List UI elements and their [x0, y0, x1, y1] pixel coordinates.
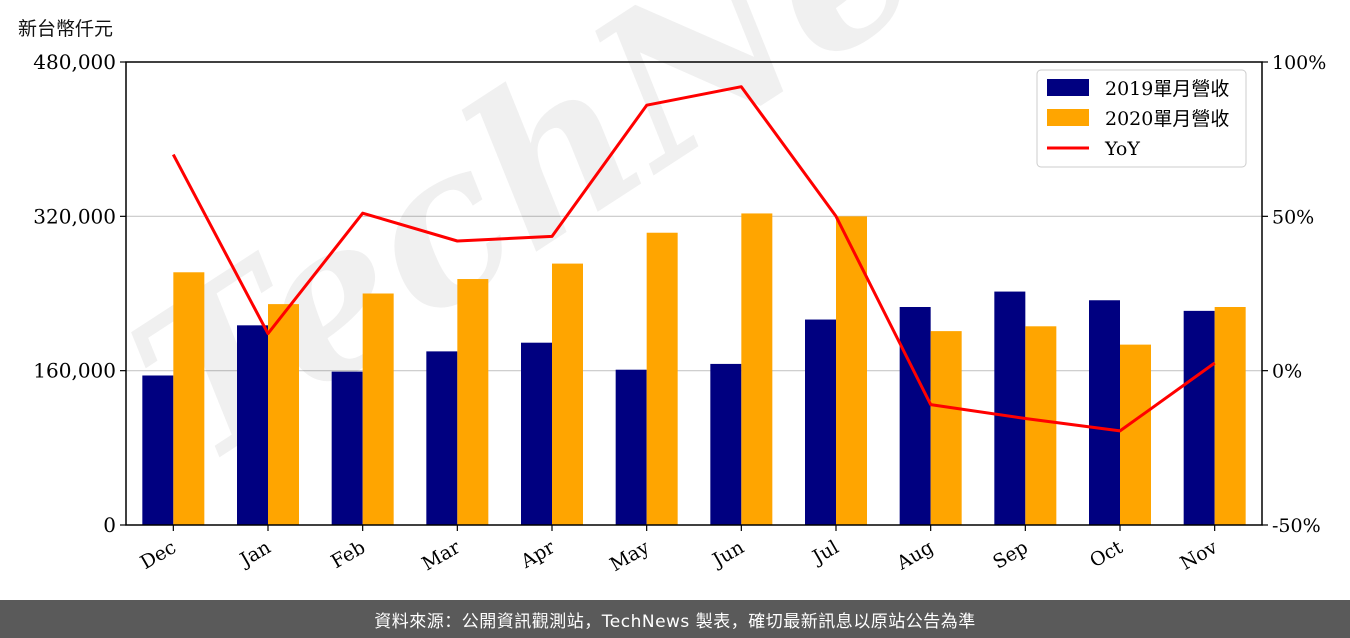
left-tick-label: 320,000 [33, 204, 116, 228]
x-tick-label-jul: Jul [807, 536, 842, 569]
right-tick-label: -50% [1272, 515, 1321, 537]
legend-swatch-1 [1047, 109, 1089, 126]
left-tick-label: 0 [103, 513, 116, 537]
footer-source: 資料來源：公開資訊觀測站，TechNews 製表，確切最新訊息以原站公告為準 [0, 600, 1350, 638]
bar-2020-apr [552, 263, 583, 525]
bar-2020-jun [741, 213, 773, 526]
bar-2019-nov [1183, 310, 1215, 525]
x-tick-label-oct: Oct [1086, 536, 1127, 572]
bar-2020-may [646, 232, 678, 525]
legend-label-1: 2020單月營收 [1105, 108, 1229, 130]
bar-2020-jan [268, 304, 299, 525]
bar-2020-feb [362, 293, 394, 525]
yoy-line [171, 85, 1216, 433]
bar-2019-apr [521, 342, 552, 525]
bar-2019-feb [331, 371, 363, 525]
bars [142, 213, 1246, 526]
right-tick-label: 0% [1272, 361, 1302, 383]
bar-2019-sep [994, 291, 1026, 525]
bar-2019-aug [899, 307, 931, 525]
x-tick-label-jan: Jan [235, 536, 275, 572]
x-tick-label-mar: Mar [418, 536, 464, 575]
right-tick-label: 100% [1272, 52, 1326, 74]
revenue-chart: TechNews 0160,000320,000480,000-50%0%50%… [33, 0, 1326, 576]
left-tick-label: 480,000 [33, 50, 116, 74]
bar-2020-jul [836, 216, 867, 526]
x-tick-label-apr: Apr [516, 536, 559, 573]
x-tick-label-aug: Aug [892, 536, 937, 575]
x-tick-label-dec: Dec [137, 536, 180, 574]
bar-2020-nov [1214, 307, 1246, 525]
bar-2019-jul [805, 319, 836, 525]
bar-2019-jan [237, 325, 268, 525]
bar-2020-mar [457, 279, 489, 525]
bar-2019-dec [142, 375, 174, 525]
legend-label-0: 2019單月營收 [1105, 78, 1229, 100]
bar-2019-jun [710, 363, 742, 525]
legend-label-2: YoY [1104, 138, 1140, 160]
right-tick-label: 50% [1272, 206, 1314, 228]
bar-2020-aug [930, 331, 962, 525]
bar-2019-mar [426, 351, 458, 525]
grid-lines [126, 215, 1262, 372]
bar-2020-sep [1025, 326, 1057, 525]
bar-2019-oct [1089, 300, 1120, 525]
left-tick-label: 160,000 [33, 359, 116, 383]
legend-box [1036, 69, 1247, 168]
legend: 2019單月營收 2020單月營收 YoY [1036, 69, 1247, 168]
yoy-polyline [171, 85, 1216, 433]
bar-2020-oct [1120, 344, 1151, 525]
x-tick-label-jun: Jun [707, 536, 748, 572]
unit-label: 新台幣仟元 [18, 18, 114, 40]
x-tick-label-may: May [606, 536, 653, 576]
plot-frame [125, 61, 1263, 526]
x-tick-label-nov: Nov [1177, 536, 1222, 575]
bar-2019-may [615, 369, 647, 525]
bar-2020-dec [173, 272, 205, 525]
x-tick-label-feb: Feb [327, 536, 369, 573]
x-tick-label-sep: Sep [989, 536, 1032, 573]
legend-swatch-0 [1047, 79, 1089, 96]
